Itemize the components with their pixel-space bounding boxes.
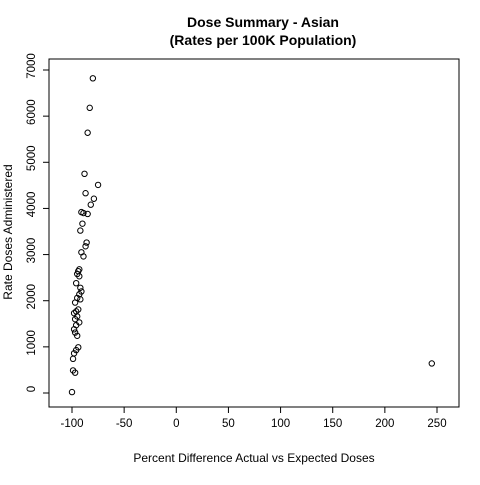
- x-tick-label: 250: [427, 418, 446, 430]
- data-point: [69, 389, 74, 394]
- y-axis: 0 1000 2000 3000 4000 5000 6000 7000: [26, 53, 49, 393]
- y-tick-label: 7000: [26, 53, 38, 79]
- data-point: [73, 280, 78, 285]
- x-tick-label: 200: [375, 418, 394, 430]
- data-point: [72, 300, 77, 305]
- y-axis-label: Rate Doses Administered: [1, 164, 15, 299]
- data-point: [78, 285, 83, 290]
- data-point: [90, 76, 95, 81]
- data-point: [84, 240, 89, 245]
- data-point: [80, 221, 85, 226]
- y-tick-label: 6000: [26, 99, 38, 125]
- x-axis: -100 -50 0 50 100 150 200 250: [60, 407, 446, 430]
- data-point: [87, 105, 92, 110]
- data-point: [83, 191, 88, 196]
- x-tick-label: 100: [271, 418, 290, 430]
- data-point: [91, 196, 96, 201]
- y-tick-label: 0: [26, 386, 38, 392]
- y-tick-label: 5000: [26, 145, 38, 171]
- data-point: [88, 202, 93, 207]
- y-tick-label: 2000: [26, 284, 38, 310]
- x-tick-label: 150: [323, 418, 342, 430]
- chart-subtitle: (Rates per 100K Population): [170, 32, 357, 48]
- data-point: [85, 130, 90, 135]
- x-tick-label: 0: [173, 418, 179, 430]
- data-points: [69, 76, 434, 395]
- data-point: [82, 171, 87, 176]
- data-point: [95, 182, 100, 187]
- data-point: [83, 244, 88, 249]
- chart-title: Dose Summary - Asian: [187, 14, 339, 30]
- x-tick-label: 50: [222, 418, 235, 430]
- y-tick-label: 1000: [26, 330, 38, 356]
- x-axis-label: Percent Difference Actual vs Expected Do…: [133, 451, 374, 465]
- y-tick-label: 4000: [26, 192, 38, 218]
- y-tick-label: 3000: [26, 238, 38, 264]
- data-point: [70, 356, 75, 361]
- plot-frame: [49, 59, 459, 407]
- data-point: [78, 228, 83, 233]
- data-point: [429, 361, 434, 366]
- x-tick-label: -100: [60, 418, 83, 430]
- x-tick-label: -50: [116, 418, 133, 430]
